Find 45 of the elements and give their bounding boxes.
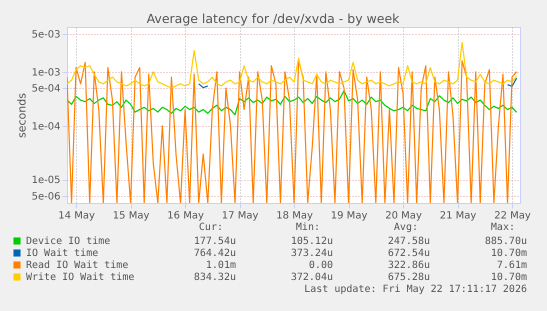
x-tick-label: 22 May — [494, 210, 531, 222]
text: 885.70u — [484, 236, 527, 247]
text: 177.54u — [194, 236, 236, 247]
legend-label: Write IO Wait time — [26, 272, 134, 283]
chart-title: Average latency for /dev/xvda - by week — [146, 11, 400, 26]
text: 675.28u — [388, 272, 430, 283]
line-series — [67, 60, 518, 203]
y-tick-label: 1e-04 — [32, 121, 60, 132]
text: 322.86u — [388, 260, 430, 271]
text: 372.04u — [290, 272, 333, 283]
line-series — [67, 42, 518, 89]
text: 10.70m — [490, 248, 527, 259]
text: 1.01m — [206, 260, 236, 271]
text: 672.54u — [388, 248, 430, 259]
x-tick-label: 18 May — [276, 210, 313, 222]
y-tick-label: 5e-04 — [32, 84, 60, 95]
text: Last update: Fri May 22 17:11:17 2026 — [304, 284, 527, 295]
y-axis-title: seconds — [16, 92, 29, 138]
text: 105.12u — [290, 236, 333, 247]
x-tick-label: 20 May — [385, 210, 422, 222]
legend-label: IO Wait time — [26, 248, 98, 259]
text: 834.32u — [194, 272, 236, 283]
text: Min: — [296, 222, 320, 233]
text: 247.58u — [388, 236, 430, 247]
text: Cur: — [198, 222, 223, 233]
text: 10.70m — [490, 272, 527, 283]
x-tick-label: 15 May — [112, 210, 150, 222]
x-tick-label: 19 May — [330, 210, 368, 222]
x-tick-label: 14 May — [58, 210, 95, 222]
legend-label: Device IO time — [26, 236, 110, 247]
text: 0.00 — [308, 260, 333, 271]
text: Max: — [490, 222, 515, 233]
x-tick-label: 21 May — [440, 210, 476, 222]
y-tick-label: 1e-03 — [32, 67, 60, 78]
text: Avg: — [394, 222, 418, 233]
legend-label: Read IO Wait time — [26, 260, 128, 271]
x-tick-label: 16 May — [167, 210, 204, 222]
text: 7.61m — [496, 260, 527, 271]
text: 764.42u — [194, 248, 236, 259]
x-tick-label: 17 May — [222, 210, 258, 222]
y-tick-label: 5e-03 — [32, 30, 60, 41]
text: 373.24u — [290, 248, 333, 259]
y-tick-label: 1e-05 — [32, 175, 60, 186]
line-series — [67, 90, 518, 116]
y-tick-label: 5e-06 — [32, 191, 60, 202]
